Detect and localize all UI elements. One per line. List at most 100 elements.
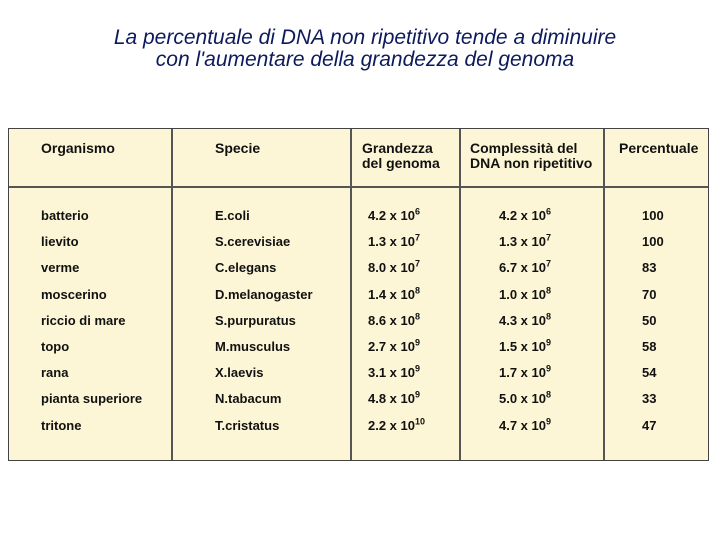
- column-divider: [350, 129, 352, 460]
- cell-grandezza: 8.0 x 107: [368, 259, 421, 276]
- cell-organismo: moscerino: [41, 287, 107, 302]
- cell-organismo: verme: [41, 260, 79, 275]
- cell-grandezza: 1.3 x 107: [368, 232, 421, 250]
- grandezza-base: 1.4 x 10: [368, 286, 415, 302]
- grandezza-exponent: 8: [415, 311, 421, 322]
- cell-grandezza: 4.8 x 109: [368, 390, 421, 407]
- complessita-exponent: 8: [546, 285, 552, 296]
- cell-percentuale: 83: [642, 260, 656, 275]
- organismo-text: moscerino: [41, 286, 107, 302]
- cell-percentuale: 54: [642, 365, 656, 380]
- grandezza-base: 1.3 x 10: [368, 234, 415, 250]
- percentuale-text: 100: [642, 208, 664, 223]
- complessita-exponent: 8: [546, 311, 552, 322]
- specie-text: M.musculus: [215, 339, 291, 354]
- complessita-base: 4.7 x 10: [499, 417, 546, 433]
- header-complessita-line1: Complessità del: [470, 140, 578, 156]
- header-grandezza: Grandezza del genoma: [362, 141, 440, 171]
- cell-complessita: 1.5 x 109: [499, 337, 552, 354]
- complessita-exponent: 6: [546, 206, 552, 217]
- complessita-exponent: 7: [546, 259, 552, 270]
- cell-complessita: 1.0 x 108: [499, 285, 552, 302]
- organismo-text: topo: [41, 339, 70, 354]
- grandezza-exponent: 9: [415, 390, 421, 401]
- cell-organismo: lievito: [41, 234, 79, 249]
- cell-percentuale: 58: [642, 339, 656, 354]
- complessita-base: 4.3 x 10: [499, 312, 546, 328]
- percentuale-text: 50: [642, 312, 657, 328]
- cell-grandezza: 4.2 x 106: [368, 206, 421, 223]
- cell-specie: E.coli: [215, 208, 250, 223]
- cell-specie: S.cerevisiae: [215, 234, 290, 249]
- specie-text: C.elegans: [215, 260, 277, 276]
- percentuale-text: 33: [642, 391, 657, 407]
- slide-title: La percentuale di DNA non ripetitivo ten…: [0, 27, 720, 71]
- header-grandezza-line2: del genoma: [362, 155, 440, 171]
- cell-percentuale: 100: [642, 208, 664, 223]
- grandezza-base: 4.8 x 10: [368, 391, 415, 407]
- complessita-base: 6.7 x 10: [499, 260, 546, 276]
- percentuale-text: 100: [642, 234, 664, 250]
- grandezza-exponent: 6: [415, 206, 421, 217]
- cell-percentuale: 70: [642, 287, 656, 302]
- complessita-exponent: 9: [546, 416, 552, 427]
- cell-specie: D.melanogaster: [215, 287, 313, 302]
- cell-percentuale: 50: [642, 313, 656, 328]
- grandezza-exponent: 10: [415, 416, 426, 427]
- complessita-base: 1.7 x 10: [499, 365, 546, 381]
- cell-organismo: rana: [41, 365, 68, 380]
- organismo-text: rana: [41, 365, 69, 381]
- complessita-base: 4.2 x 10: [499, 208, 546, 223]
- header-percentuale: Percentuale: [619, 140, 699, 156]
- title-line-1: La percentuale di DNA non ripetitivo ten…: [113, 26, 617, 49]
- complessita-exponent: 9: [546, 337, 552, 348]
- complessita-base: 5.0 x 10: [499, 391, 546, 407]
- cell-complessita: 1.7 x 109: [499, 364, 551, 381]
- column-divider: [171, 129, 173, 460]
- grandezza-exponent: 7: [415, 232, 421, 243]
- cell-grandezza: 3.1 x 109: [368, 363, 421, 380]
- cell-percentuale: 33: [642, 391, 656, 406]
- grandezza-base: 8.6 x 10: [368, 312, 415, 328]
- cell-specie: N.tabacum: [215, 391, 281, 406]
- cell-complessita: 4.7 x 109: [499, 416, 552, 433]
- complessita-exponent: 7: [546, 232, 552, 243]
- cell-specie: X.laevis: [215, 365, 263, 380]
- cell-grandezza: 2.2 x 1010: [368, 416, 426, 433]
- organismo-text: pianta superiore: [41, 391, 143, 407]
- header-organismo: Organismo: [41, 140, 115, 156]
- cell-specie: S.purpuratus: [215, 313, 296, 328]
- cell-grandezza: 8.6 x 108: [368, 311, 421, 328]
- grandezza-base: 2.2 x 10: [368, 417, 415, 433]
- specie-text: E.coli: [215, 208, 250, 223]
- complessita-base: 1.3 x 10: [499, 234, 546, 250]
- grandezza-base: 4.2 x 10: [368, 208, 415, 223]
- grandezza-base: 2.7 x 10: [368, 339, 415, 354]
- header-divider: [9, 186, 708, 188]
- cell-grandezza: 1.4 x 108: [368, 285, 421, 302]
- complessita-base: 1.5 x 10: [499, 339, 546, 354]
- cell-percentuale: 47: [642, 418, 656, 433]
- percentuale-text: 70: [642, 286, 657, 302]
- grandezza-exponent: 9: [415, 363, 421, 374]
- specie-text: S.cerevisiae: [215, 234, 291, 250]
- grandezza-exponent: 9: [415, 337, 421, 348]
- cell-complessita: 4.2 x 106: [499, 206, 552, 223]
- organismo-text: batterio: [41, 208, 89, 223]
- specie-text: D.melanogaster: [215, 286, 313, 302]
- cell-complessita: 6.7 x 107: [499, 259, 552, 276]
- cell-complessita: 4.3 x 108: [499, 311, 552, 328]
- cell-specie: T.cristatus: [215, 418, 279, 433]
- grandezza-exponent: 8: [415, 285, 421, 296]
- grandezza-exponent: 7: [415, 259, 421, 270]
- cell-grandezza: 2.7 x 109: [368, 337, 421, 354]
- cell-complessita: 1.3 x 107: [499, 232, 552, 250]
- organismo-text: riccio di mare: [41, 312, 126, 328]
- specie-text: S.purpuratus: [215, 312, 296, 328]
- cell-organismo: topo: [41, 339, 69, 354]
- grandezza-base: 8.0 x 10: [368, 260, 415, 276]
- cell-specie: C.elegans: [215, 260, 276, 275]
- column-divider: [603, 129, 605, 460]
- cell-organismo: pianta superiore: [41, 391, 142, 406]
- percentuale-text: 47: [642, 417, 657, 433]
